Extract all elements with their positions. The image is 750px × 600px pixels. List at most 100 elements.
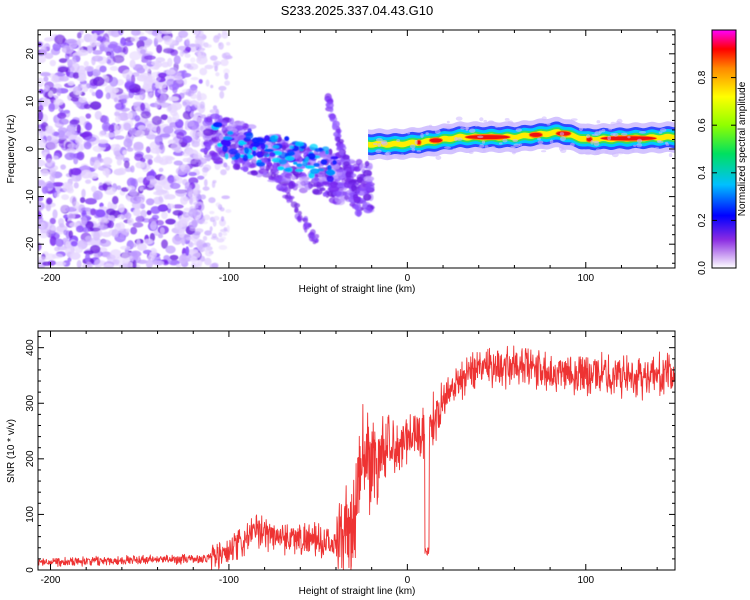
spectrogram-blob [289, 145, 294, 150]
spectrogram-blob [345, 171, 352, 178]
spectrogram-blob [73, 182, 79, 189]
spectrogram-blob [175, 263, 182, 268]
spectrogram-blob [159, 175, 168, 184]
spectrogram-blob [165, 245, 176, 254]
snr-panel: -200 -100 0 100 0 100 200 300 400 Height of stra… [6, 330, 676, 597]
x-tick-label: 100 [577, 575, 594, 586]
spectrogram-blob [87, 45, 93, 54]
spectrogram-blob [364, 183, 375, 192]
spectrogram-blob [159, 227, 165, 235]
spectrogram-blob [40, 72, 51, 77]
spectrogram-speck [487, 120, 495, 125]
spectrogram-blob [218, 115, 223, 123]
spectrogram-blob [59, 75, 69, 82]
spectrogram-blob [290, 201, 298, 208]
spectrogram-blob [75, 90, 82, 96]
spectrogram-blob [132, 259, 137, 268]
spectrogram-blob [126, 185, 136, 191]
spectrogram-blob [80, 207, 92, 212]
spectrogram-speck [570, 118, 578, 121]
spectrogram-blob [188, 146, 192, 155]
spectrogram-blob [132, 222, 144, 228]
spectrogram-blob [213, 160, 224, 165]
spectrogram-speck [420, 133, 424, 138]
spectrogram-speck [422, 152, 428, 156]
spectrogram-blob [98, 43, 107, 52]
spectrogram-blob [356, 176, 363, 184]
spectrogram-speck [513, 143, 521, 148]
spectrogram-speck [490, 145, 496, 150]
spectrogram-blob [117, 112, 130, 121]
spectrogram-blob [77, 32, 82, 39]
spectrogram-blob [178, 30, 189, 38]
spectrogram-speck [586, 134, 591, 139]
spectrogram-speck [511, 146, 516, 150]
spectrogram-blob [182, 135, 193, 144]
spectrogram-blob [116, 158, 122, 166]
spectrogram-blob [78, 97, 87, 103]
spectrogram-blob [181, 50, 189, 55]
spectrogram-blob [77, 115, 87, 126]
spectrogram-speck [373, 142, 378, 146]
spectrogram-blob [123, 41, 134, 47]
y-tick-label: 0 [25, 567, 36, 573]
spectrogram-blob [94, 259, 103, 268]
spectrogram-speck [633, 144, 637, 147]
spectrogram-blob [202, 235, 208, 241]
spectrogram-blob [308, 181, 313, 189]
spectrogram-blob [103, 132, 116, 138]
spectrogram-blob [193, 152, 202, 160]
spectrogram-speck [657, 140, 664, 144]
spectrogram-blob [61, 45, 74, 54]
spectrogram-blob [118, 94, 131, 100]
spectrogram-blob [155, 154, 161, 162]
spectrogram-blob [69, 222, 81, 228]
spectrogram-blob [90, 208, 96, 216]
spectrogram-speck [396, 138, 401, 143]
spectrogram-blob [152, 260, 165, 266]
spectrogram-blob [129, 51, 142, 61]
spectrogram-blob [218, 42, 224, 50]
spectrogram-blob [188, 241, 194, 248]
spectrogram-blob [112, 54, 125, 64]
spectrogram-blobs [38, 30, 375, 268]
spectrogram-blob [284, 173, 293, 179]
spectrogram-blob [103, 219, 110, 224]
spectrogram-speck [578, 126, 584, 132]
spectrogram-blob [79, 197, 86, 203]
spectrogram-blob [134, 129, 145, 138]
spectrogram-blob [115, 115, 121, 123]
spectrogram-blob [135, 161, 145, 169]
tone-track-core-peak [529, 132, 542, 137]
spectrogram-blob [215, 72, 220, 77]
spectrogram-blob [232, 163, 241, 170]
spectrogram-blob [85, 83, 91, 89]
spectrogram-blob [187, 184, 193, 193]
spectrogram-blob [49, 235, 57, 246]
spectrogram-speck [455, 137, 463, 141]
spectrogram-blob [168, 259, 181, 266]
spectrogram-speck [546, 122, 551, 126]
spectrogram-blob [221, 30, 228, 36]
spectrogram-blob [196, 48, 205, 57]
spectrogram-blob [90, 185, 97, 193]
spectrogram-blob [150, 61, 160, 66]
spectrogram-speck [455, 116, 463, 121]
spectrogram-blob [151, 214, 160, 220]
spectrogram-blob [38, 201, 45, 211]
spectrogram-blob [156, 44, 163, 54]
spectrogram-blob [150, 206, 161, 215]
spectrogram-blob [219, 90, 225, 99]
spectrogram-blob [82, 226, 90, 233]
spectrogram-blob [209, 226, 213, 232]
spectrogram-blob [224, 80, 231, 86]
spectrogram-blob [303, 222, 310, 229]
spectrogram-blob [242, 154, 249, 162]
spectrogram-blob [187, 106, 191, 112]
spectrogram-blob [92, 49, 103, 55]
spectrogram-blob [38, 181, 47, 188]
spectrogram-blob [130, 226, 138, 235]
spectrogram-blob [92, 32, 98, 40]
spectrogram-blob [74, 246, 83, 254]
spectrogram-speck [469, 128, 476, 133]
